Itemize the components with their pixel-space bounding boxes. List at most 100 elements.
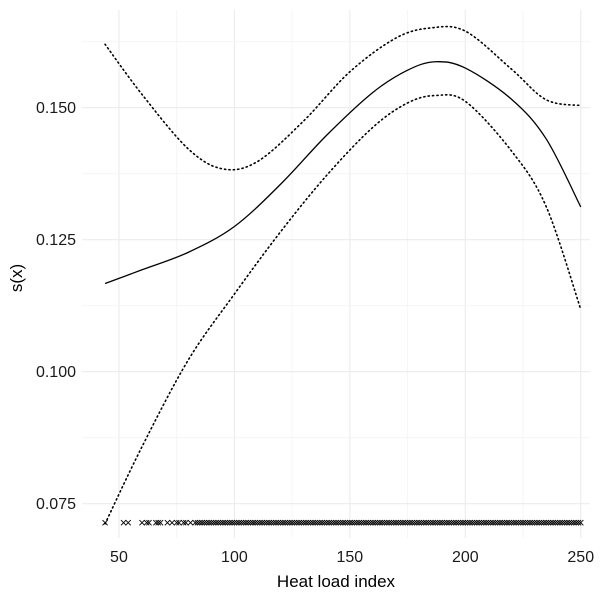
rug-mark bbox=[245, 519, 252, 526]
rug-mark bbox=[206, 519, 212, 526]
y-tick-label: 0.100 bbox=[36, 364, 76, 381]
rug-mark bbox=[261, 519, 268, 526]
rug-mark bbox=[485, 519, 492, 526]
rug-mark bbox=[490, 519, 496, 526]
rug-mark bbox=[194, 519, 201, 526]
rug-mark bbox=[349, 519, 356, 526]
rug-mark bbox=[217, 519, 224, 526]
rug-mark bbox=[557, 519, 563, 526]
x-tick-label: 250 bbox=[567, 549, 594, 566]
rug-mark bbox=[543, 519, 550, 526]
rug-mark bbox=[284, 519, 291, 526]
rug-mark bbox=[538, 519, 545, 526]
rug-mark bbox=[390, 519, 397, 526]
y-tick-label: 0.125 bbox=[36, 232, 76, 249]
rug-mark bbox=[236, 519, 242, 526]
rug-mark bbox=[406, 519, 413, 526]
rug-mark bbox=[568, 519, 575, 526]
rug-mark bbox=[164, 519, 171, 526]
rug-mark bbox=[397, 519, 404, 526]
rug-mark bbox=[222, 519, 229, 526]
rug-mark bbox=[409, 519, 416, 526]
rug-mark bbox=[273, 519, 279, 526]
rug-mark bbox=[476, 519, 483, 526]
confidence-band-upper bbox=[104, 25, 582, 171]
rug-mark bbox=[425, 519, 432, 526]
rug-mark bbox=[296, 519, 302, 526]
rug-mark bbox=[577, 519, 584, 526]
rug-mark bbox=[102, 519, 109, 526]
rug-mark bbox=[300, 519, 307, 526]
rug-mark bbox=[224, 519, 231, 526]
rug-mark bbox=[483, 519, 490, 526]
rug-mark bbox=[256, 519, 263, 526]
rug-mark bbox=[464, 519, 471, 526]
rug-mark bbox=[492, 519, 499, 526]
rug-mark bbox=[342, 519, 349, 526]
rug-mark bbox=[316, 519, 323, 526]
rug-mark bbox=[275, 519, 282, 526]
rug-mark bbox=[196, 519, 203, 526]
rug-mark bbox=[448, 519, 455, 526]
rug-mark bbox=[314, 519, 321, 526]
rug-mark bbox=[494, 519, 501, 526]
rug-mark bbox=[298, 519, 305, 526]
rug-mark bbox=[323, 519, 330, 526]
rug-mark bbox=[436, 519, 443, 526]
rug-mark bbox=[402, 519, 409, 526]
rug-mark bbox=[439, 519, 446, 526]
rug-mark bbox=[305, 519, 312, 526]
rug-mark bbox=[231, 519, 238, 526]
rug-mark bbox=[432, 519, 439, 526]
rug-mark bbox=[266, 519, 272, 526]
rug-mark bbox=[473, 519, 480, 526]
rug-mark bbox=[503, 519, 510, 526]
rug-mark bbox=[358, 519, 365, 526]
rug-marks bbox=[102, 519, 584, 526]
rug-mark bbox=[291, 519, 298, 526]
rug-mark bbox=[453, 519, 459, 526]
rug-mark bbox=[554, 519, 561, 526]
confidence-band-lower bbox=[104, 94, 582, 525]
rug-mark bbox=[506, 519, 513, 526]
rug-mark bbox=[372, 519, 379, 526]
rug-mark bbox=[501, 519, 508, 526]
x-tick-label: 50 bbox=[110, 549, 128, 566]
rug-mark bbox=[383, 519, 390, 526]
rug-mark bbox=[363, 519, 369, 526]
rug-mark bbox=[515, 519, 522, 526]
rug-mark bbox=[536, 519, 543, 526]
rug-mark bbox=[497, 519, 503, 526]
rug-mark bbox=[263, 519, 270, 526]
rug-mark bbox=[192, 519, 199, 526]
rug-mark bbox=[570, 519, 577, 526]
rug-mark bbox=[155, 519, 162, 526]
rug-mark bbox=[379, 519, 386, 526]
rug-mark bbox=[238, 519, 245, 526]
rug-mark bbox=[337, 519, 344, 526]
rug-mark bbox=[434, 519, 441, 526]
rug-mark bbox=[282, 519, 289, 526]
rug-mark bbox=[201, 519, 208, 526]
rug-mark bbox=[226, 519, 233, 526]
rug-mark bbox=[520, 519, 526, 526]
rug-mark bbox=[411, 519, 418, 526]
rug-mark bbox=[279, 519, 286, 526]
rug-mark bbox=[374, 519, 381, 526]
rug-mark bbox=[249, 519, 256, 526]
x-tick-label: 100 bbox=[221, 549, 248, 566]
rug-mark bbox=[450, 519, 457, 526]
rug-mark bbox=[344, 519, 351, 526]
rug-mark bbox=[376, 519, 383, 526]
rug-mark bbox=[139, 519, 145, 526]
rug-mark bbox=[143, 519, 150, 526]
rug-mark bbox=[277, 519, 284, 526]
rug-mark bbox=[575, 519, 582, 526]
rug-mark bbox=[356, 519, 363, 526]
rug-mark bbox=[157, 519, 164, 526]
rug-mark bbox=[524, 519, 531, 526]
rug-mark bbox=[180, 519, 187, 526]
rug-mark bbox=[146, 519, 152, 526]
rug-mark bbox=[547, 519, 554, 526]
rug-mark bbox=[540, 519, 547, 526]
